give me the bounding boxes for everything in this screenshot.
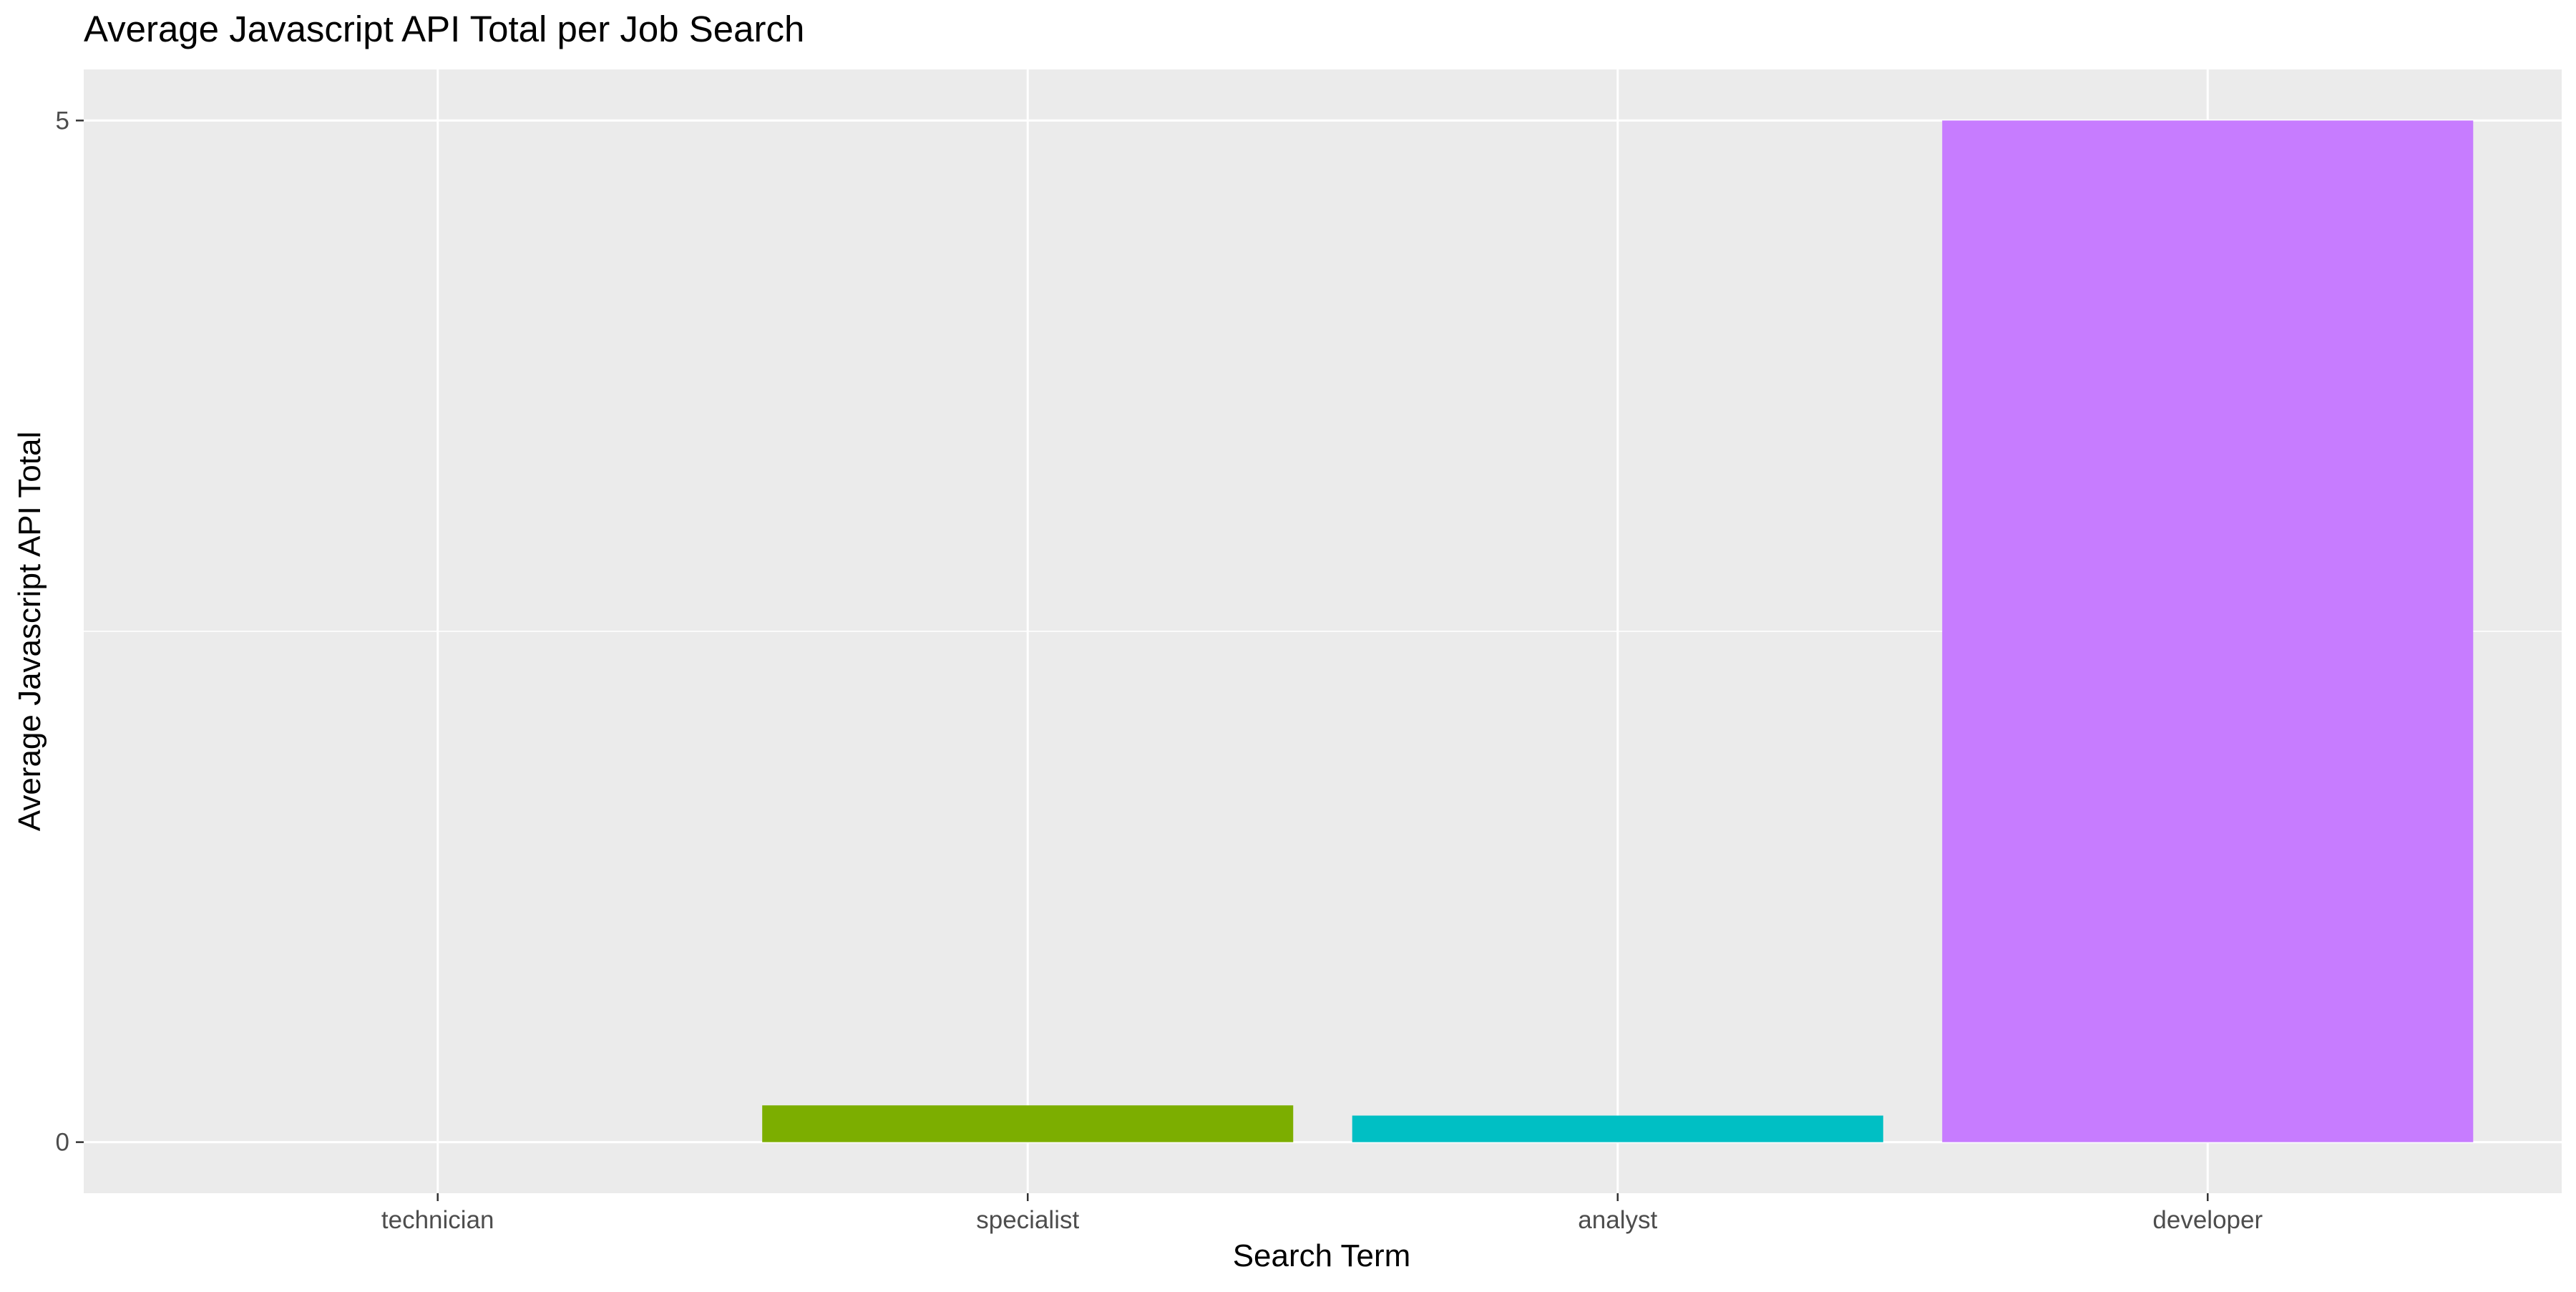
bar-specialist — [762, 1105, 1294, 1142]
x-tick-label-specialist: specialist — [976, 1206, 1079, 1234]
y-axis: 05 — [56, 107, 84, 1157]
x-axis-title: Search Term — [1233, 1238, 1411, 1273]
x-axis: technician specialist analyst developer — [381, 1193, 2263, 1234]
bar-analyst — [1352, 1115, 1883, 1142]
y-axis-title: Average Javascript API Total — [12, 432, 47, 831]
chart-title: Average Javascript API Total per Job Sea… — [84, 9, 804, 49]
bars — [762, 120, 2474, 1142]
x-tick-label-technician: technician — [381, 1206, 494, 1234]
y-tick-label: 0 — [56, 1129, 69, 1157]
y-tick-label: 5 — [56, 107, 69, 135]
x-tick-label-analyst: analyst — [1578, 1206, 1657, 1234]
x-tick-label-developer: developer — [2152, 1206, 2263, 1234]
bar-developer — [1942, 120, 2474, 1142]
